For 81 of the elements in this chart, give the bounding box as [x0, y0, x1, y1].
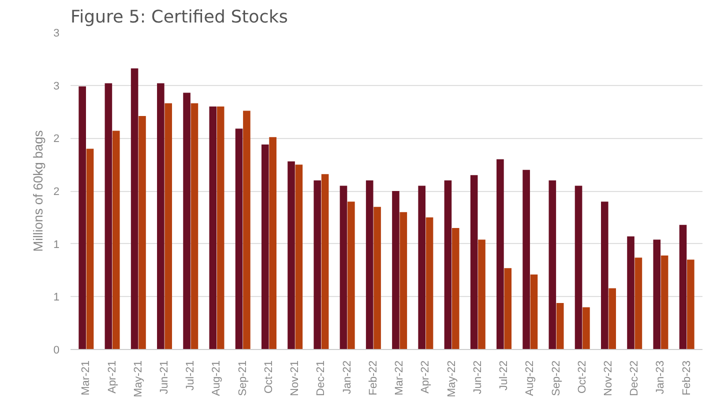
bar: [660, 255, 668, 350]
x-tick-label: Jul-21: [184, 360, 197, 390]
bar: [269, 137, 276, 350]
bar: [78, 86, 86, 350]
bar: [548, 180, 556, 350]
bar: [574, 186, 582, 350]
bar: [418, 186, 426, 350]
x-tick-label: May-21: [132, 360, 144, 398]
x-tick-label: Jun-22: [472, 360, 484, 394]
bar: [426, 217, 434, 350]
x-tick-label: Aug-22: [524, 360, 536, 396]
bar: [400, 212, 408, 350]
x-tick-label: Nov-22: [602, 360, 614, 396]
x-tick-label: Apr-22: [420, 360, 432, 394]
bar: [504, 268, 512, 350]
bar: [164, 103, 172, 350]
bar: [530, 274, 538, 350]
y-tick-label: 3: [53, 28, 60, 40]
bar: [340, 186, 348, 350]
x-tick-label: Dec-22: [628, 360, 641, 396]
bar: [209, 106, 217, 350]
x-tick-label: May-22: [446, 360, 458, 398]
x-tick-label: Jun-21: [158, 360, 171, 394]
bar: [321, 174, 329, 350]
bar: [653, 240, 661, 350]
bar: [288, 161, 295, 350]
bar: [314, 180, 322, 350]
bar: [392, 191, 400, 350]
x-tick-label: Sep-21: [236, 360, 249, 396]
bar: [444, 180, 452, 350]
chart-title: Figure 5: Certified Stocks: [70, 8, 288, 28]
bar: [261, 144, 269, 350]
bar: [183, 92, 190, 350]
bar: [522, 170, 530, 350]
x-tick-label: Nov-21: [289, 360, 302, 396]
bar: [687, 260, 694, 350]
y-tick-label: 2: [53, 186, 60, 198]
x-tick-label: Feb-22: [367, 360, 380, 396]
bar: [295, 164, 303, 350]
bar: [130, 68, 138, 350]
bar: [216, 106, 224, 350]
bar: [582, 307, 590, 350]
bar: [104, 83, 112, 350]
bar: [679, 224, 687, 350]
bar: [112, 130, 120, 350]
bar: [190, 103, 198, 350]
bar: [157, 83, 164, 350]
bar: [235, 128, 243, 350]
x-tick-label: Dec-21: [315, 360, 328, 396]
bar: [374, 206, 381, 350]
x-tick-label: Mar-22: [394, 360, 406, 396]
y-tick-label: 2: [53, 133, 60, 146]
bar: [478, 240, 486, 350]
bar: [556, 303, 564, 350]
bar: [627, 236, 634, 350]
y-tick-label: 1: [53, 292, 60, 304]
y-tick-label: 3: [53, 80, 60, 92]
x-tick-label: Jul-22: [498, 360, 510, 390]
bar: [452, 228, 460, 350]
x-tick-label: Sep-22: [550, 360, 562, 396]
x-tick-label: Oct-21: [262, 360, 275, 394]
bar: [366, 180, 374, 350]
bar: [86, 148, 94, 350]
x-tick-label: Jan-22: [341, 360, 354, 394]
bar: [470, 175, 478, 350]
bar: [600, 202, 608, 350]
x-tick-label: Jan-23: [654, 360, 667, 394]
x-tick-label: Feb-23: [680, 360, 693, 396]
x-tick-label: Oct-22: [576, 360, 588, 394]
x-tick-label: Mar-21: [80, 360, 92, 396]
y-tick-label: 1: [53, 238, 60, 251]
bar: [243, 110, 250, 350]
bar: [634, 258, 642, 350]
bar: [348, 202, 355, 350]
y-tick-label: 0: [53, 344, 60, 356]
y-axis-title: Millions of 60kg bags: [30, 130, 46, 252]
bar: [496, 159, 504, 350]
x-tick-label: Apr-21: [106, 360, 118, 394]
x-tick-label: Aug-21: [210, 360, 223, 396]
bar: [608, 288, 616, 350]
bar: [138, 116, 146, 350]
